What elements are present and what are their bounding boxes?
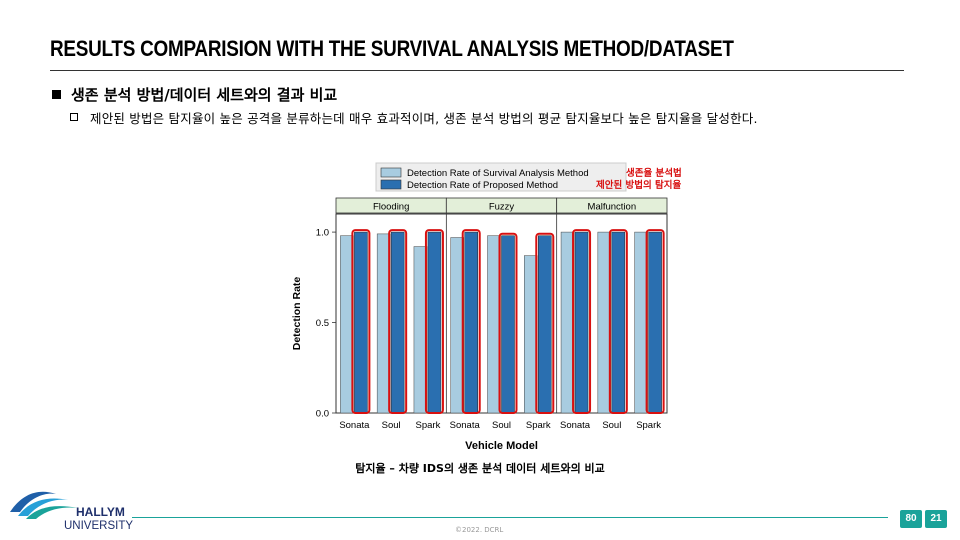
highlight-box-7 xyxy=(572,229,592,414)
x-tick-label-8: Soul xyxy=(602,420,621,431)
y-tick-label-2: 1.0 xyxy=(316,228,329,239)
highlight-box-1 xyxy=(351,229,371,414)
bar-survival-3 xyxy=(413,246,428,414)
legend-annotation-2: 제안된 방법의 탐지율 xyxy=(596,179,682,191)
legend-label-1: Detection Rate of Survival Analysis Meth… xyxy=(407,168,589,179)
x-tick-label-1: Sonata xyxy=(339,420,370,431)
x-tick-label-5: Soul xyxy=(492,420,511,431)
bullet-level1: 생존 분석 방법/데이터 세트와의 결과 비교 xyxy=(52,84,337,105)
bar-proposed-5 xyxy=(501,235,515,414)
bar-proposed-3 xyxy=(427,231,442,414)
bullet-level1-text: 생존 분석 방법/데이터 세트와의 결과 비교 xyxy=(71,86,338,104)
highlight-box-2 xyxy=(388,229,408,414)
footer-divider xyxy=(132,517,888,518)
x-axis-label: Vehicle Model xyxy=(465,440,538,452)
x-tick-label-9: Spark xyxy=(636,420,661,431)
bullet-level2-text: 제안된 방법은 탐지율이 높은 공격을 분류하는데 매우 효과적이며, 생존 분… xyxy=(90,111,758,126)
y-tick-label-0: 0.0 xyxy=(316,409,329,420)
legend-swatch-1 xyxy=(380,167,402,178)
hallym-logo xyxy=(10,491,78,519)
university-name-line2: UNIVERSITY xyxy=(64,520,134,532)
highlight-box-8 xyxy=(608,229,628,414)
x-tick-label-3: Spark xyxy=(416,420,441,431)
x-tick-label-6: Spark xyxy=(526,420,551,431)
highlight-box-4 xyxy=(461,229,481,414)
legend-swatch-2 xyxy=(380,179,402,190)
bar-proposed-9 xyxy=(648,231,662,414)
square-bullet-icon xyxy=(52,90,61,99)
copyright-text: ©2022. DCRL xyxy=(455,526,504,534)
highlight-box-9 xyxy=(645,229,665,414)
bar-proposed-6 xyxy=(538,235,552,414)
bar-proposed-2 xyxy=(390,231,405,414)
bar-survival-8 xyxy=(597,231,612,414)
highlight-box-3 xyxy=(424,229,444,414)
bar-proposed-1 xyxy=(354,231,368,414)
panel-title-2: Fuzzy xyxy=(489,202,515,213)
legend-box xyxy=(375,162,627,192)
bullet-level2: 제안된 방법은 탐지율이 높은 공격을 분류하는데 매우 효과적이며, 생존 분… xyxy=(70,108,758,127)
hollow-square-bullet-icon xyxy=(70,113,78,121)
legend-label-2: Detection Rate of Proposed Method xyxy=(407,180,558,191)
y-tick-label-1: 0.5 xyxy=(316,318,329,329)
y-axis-label: Detection Rate xyxy=(291,277,303,351)
bar-proposed-7 xyxy=(574,231,589,414)
panel-header-3 xyxy=(556,197,668,214)
bar-proposed-4 xyxy=(464,231,478,414)
page-number-badge-left: 80 xyxy=(900,510,922,528)
legend-annotation-1: 생존율 분석법 xyxy=(626,167,682,179)
bar-proposed-8 xyxy=(611,231,626,414)
x-tick-label-4: Sonata xyxy=(450,420,481,431)
panel-title-1: Flooding xyxy=(373,202,409,213)
slide-title: RESULTS COMPARISION WITH THE SURVIVAL AN… xyxy=(50,36,734,61)
x-tick-label-2: Soul xyxy=(382,420,401,431)
highlight-box-5 xyxy=(498,232,518,414)
highlight-box-6 xyxy=(535,232,555,414)
title-divider xyxy=(50,70,904,71)
panel-title-3: Malfunction xyxy=(588,202,637,213)
page-number-badge-right: 21 xyxy=(925,510,947,528)
university-name-line1: HALLYM xyxy=(76,505,125,519)
figure-caption: 탐지율 – 차량 IDS의 생존 분석 데이터 세트와의 비교 xyxy=(355,462,605,475)
detection-rate-chart: Detection Rate of Survival Analysis Meth… xyxy=(291,162,682,452)
x-tick-label-7: Sonata xyxy=(560,420,591,431)
